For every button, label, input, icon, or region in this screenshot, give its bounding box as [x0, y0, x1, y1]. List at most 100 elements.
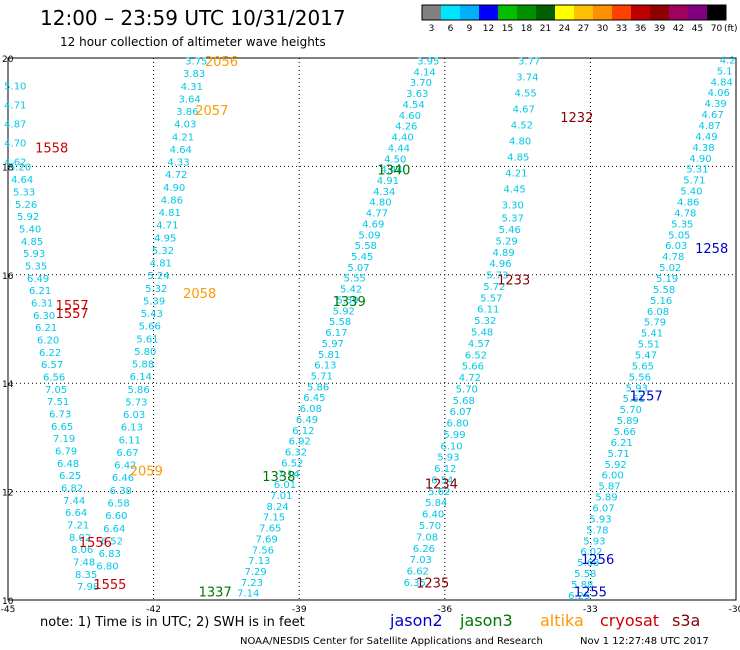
pass-label: 1558: [35, 141, 68, 156]
wave-height-point: 4.31: [181, 82, 203, 93]
wave-height-point: 6.25: [568, 591, 590, 602]
chart-title: 12:00 – 23:59 UTC 10/31/2017: [40, 6, 346, 30]
x-tick-label: -36: [437, 605, 452, 615]
pass-label: 1234: [425, 477, 458, 492]
colorbar-swatch: [479, 5, 498, 20]
pass-label: 2057: [195, 104, 228, 119]
satellite-legend: jason2 jason3 altika cryosat s3a: [389, 611, 700, 630]
wave-height-point: 5.93: [626, 383, 648, 394]
colorbar-label: 30: [597, 24, 609, 34]
wave-height-point: 4.80: [369, 198, 391, 209]
wave-height-point: 4.54: [402, 100, 424, 111]
wave-height-point: 5.81: [318, 350, 340, 361]
wave-height-point: 4.91: [377, 176, 399, 187]
wave-height-point: 5.20: [9, 163, 31, 174]
wave-height-point: 6.13: [121, 423, 143, 434]
colorbar: 3 6 9 12 15 18 21 24 27 30 33 36 39 42 45 70 (ft): [421, 4, 738, 34]
y-tick-label: 16: [2, 272, 14, 282]
wave-height-point: 6.64: [65, 508, 87, 519]
wave-height-point: 4.26: [395, 122, 417, 133]
wave-height-point: 5.88: [571, 580, 593, 591]
wave-height-point: 7.14: [278, 469, 300, 480]
legend-cryosat: cryosat: [600, 611, 659, 630]
colorbar-swatch: [441, 5, 460, 20]
wave-height-point: 6.12: [292, 426, 314, 437]
wave-height-point: 5.45: [351, 252, 373, 263]
wave-height-point: 4.96: [489, 259, 511, 270]
wave-height-point: 4.60: [399, 111, 421, 122]
wave-height-point: 5.47: [635, 351, 657, 362]
wave-height-point: 4.71: [156, 221, 178, 232]
wave-height-point: 5.70: [620, 405, 642, 416]
wave-height-point: 4.90: [689, 154, 711, 165]
y-tick-label: 12: [2, 489, 13, 499]
legend-altika: altika: [540, 611, 584, 630]
pass-label: 1557: [56, 307, 89, 322]
wave-height-point: 5.07: [347, 263, 369, 274]
wave-height-point: 5.32: [152, 246, 174, 257]
wave-height-point: 5.51: [638, 340, 660, 351]
wave-height-point: 6.21: [35, 323, 57, 334]
wave-height-point: 4.34: [373, 187, 395, 198]
grid-lines: [7, 57, 737, 601]
wave-height-point: 4.85: [507, 153, 529, 164]
colorbar-swatch: [612, 5, 631, 20]
wave-height-point: 6.67: [116, 448, 138, 459]
wave-height-point: 5.05: [668, 230, 690, 241]
wave-height-point: 6.62: [407, 567, 429, 578]
wave-height-point: 7.13: [248, 556, 270, 567]
wave-height-point: 4.21: [172, 132, 194, 143]
colorbar-label: 3: [429, 24, 435, 34]
wave-height-point: 4.45: [503, 185, 525, 196]
wave-height-point: 4.84: [711, 77, 733, 88]
wave-height-point: 4.86: [677, 198, 699, 209]
wave-height-point: 5.66: [614, 427, 636, 438]
colorbar-label: 36: [635, 24, 647, 34]
wave-height-point: 5.97: [322, 339, 344, 350]
wave-height-point: 6.38: [110, 486, 132, 497]
wave-height-point: 5.41: [641, 329, 663, 340]
wave-height-point: 5.35: [671, 219, 693, 230]
wave-height-point: 6.60: [105, 511, 127, 522]
wave-height-point: 5.68: [577, 558, 599, 569]
wave-height-point: 4.71: [4, 100, 26, 111]
wave-height-point: 7.15: [263, 513, 285, 524]
wave-height-point: 7.48: [73, 558, 95, 569]
wave-height-point: 4.62: [4, 157, 26, 168]
x-tick-label: -39: [292, 605, 307, 615]
note-text: note: 1) Time is in UTC; 2) SWH is in fe…: [40, 615, 305, 630]
wave-height-point: 4.81: [159, 208, 181, 219]
wave-height-point: 4.85: [21, 237, 43, 248]
axis-ticks: -45 -42 -39 -36 -33 -30 10 12 14 16 18 20: [1, 55, 740, 615]
wave-height-point: 7.01: [270, 491, 292, 502]
wave-height-point: 6.14: [130, 372, 152, 383]
wave-height-point: 4.44: [380, 165, 402, 176]
wave-height-point: 6.65: [51, 422, 73, 433]
wave-height-point: 6.22: [39, 348, 61, 359]
wave-height-point: 5.70: [456, 384, 478, 395]
wave-height-point: 5.71: [311, 372, 333, 383]
wave-height-point: 6.48: [57, 459, 79, 470]
wave-height-point: 5.35: [25, 261, 47, 272]
pass-label: 1256: [581, 553, 614, 568]
wave-height-point: 4.2: [720, 55, 736, 66]
wave-height-point: 5.72: [483, 282, 505, 293]
x-tick-label: -45: [1, 605, 16, 615]
wave-height-point: 5.56: [629, 372, 651, 383]
wave-height-point: 8.24: [266, 502, 288, 513]
wave-height-point: 5.70: [419, 521, 441, 532]
wave-height-point: 5.10: [4, 81, 26, 92]
wave-height-point: 6.80: [446, 419, 468, 430]
wave-height-point: 5.43: [141, 309, 163, 320]
wave-height-point: 4.40: [391, 133, 413, 144]
wave-height-point: 5.68: [453, 396, 475, 407]
wave-height-point: 6.42: [114, 461, 136, 472]
wave-height-point: 5.93: [583, 536, 605, 547]
x-tick-label: -33: [583, 605, 598, 615]
colorbar-label: 18: [521, 24, 533, 34]
colorbar-label: 12: [483, 24, 494, 34]
wave-height-point: 5.24: [147, 271, 169, 282]
wave-height-point: 5.71: [607, 449, 629, 460]
wave-height-point: 6.00: [601, 471, 623, 482]
